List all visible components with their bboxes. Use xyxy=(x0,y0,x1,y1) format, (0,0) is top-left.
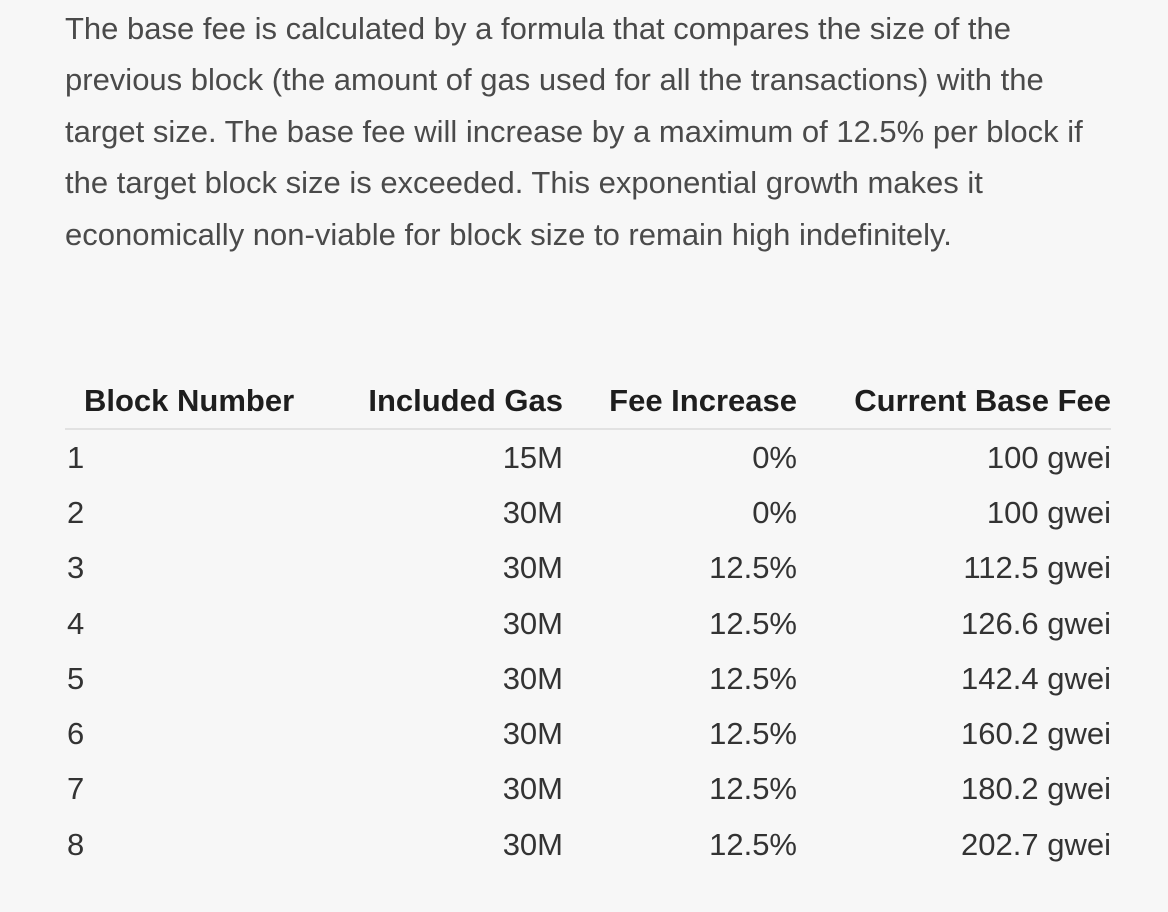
cell-current-base-fee: 202.7 gwei xyxy=(961,826,1111,862)
table-row: 2 30M 0% 100 gwei xyxy=(65,485,1111,540)
cell-current-base-fee: 142.4 gwei xyxy=(961,660,1111,696)
cell-fee-increase: 12.5% xyxy=(709,716,797,752)
header-current-base-fee: Current Base Fee xyxy=(797,374,1111,430)
cell-included-gas: 30M xyxy=(502,660,563,696)
cell-fee-increase: 0% xyxy=(752,439,797,475)
cell-included-gas: 30M xyxy=(502,716,563,752)
cell-included-gas: 15M xyxy=(502,439,563,475)
cell-block-number: 5 xyxy=(67,660,85,696)
table-row: 4 30M 12.5% 126.6 gwei xyxy=(65,596,1111,651)
header-fee-increase: Fee Increase xyxy=(563,374,797,430)
cell-fee-increase: 12.5% xyxy=(709,605,797,641)
cell-block-number: 7 xyxy=(67,771,85,807)
cell-block-number: 6 xyxy=(67,716,85,752)
base-fee-table: Block Number Included Gas Fee Increase C… xyxy=(65,374,1111,872)
cell-fee-increase: 12.5% xyxy=(709,771,797,807)
header-block-number: Block Number xyxy=(65,374,319,430)
cell-current-base-fee: 180.2 gwei xyxy=(961,771,1111,807)
table-row: 6 30M 12.5% 160.2 gwei xyxy=(65,706,1111,761)
cell-current-base-fee: 112.5 gwei xyxy=(963,550,1111,586)
cell-fee-increase: 12.5% xyxy=(709,826,797,862)
table-row: 7 30M 12.5% 180.2 gwei xyxy=(65,762,1111,817)
base-fee-paragraph: The base fee is calculated by a formula … xyxy=(65,11,1083,252)
cell-block-number: 4 xyxy=(67,605,85,641)
cell-block-number: 2 xyxy=(67,494,85,530)
cell-included-gas: 30M xyxy=(502,826,563,862)
cell-included-gas: 30M xyxy=(502,494,563,530)
cell-fee-increase: 12.5% xyxy=(709,660,797,696)
header-included-gas: Included Gas xyxy=(319,374,563,430)
table-header-row: Block Number Included Gas Fee Increase C… xyxy=(65,374,1111,430)
cell-current-base-fee: 100 gwei xyxy=(986,494,1111,530)
cell-fee-increase: 0% xyxy=(752,494,797,530)
table-row: 3 30M 12.5% 112.5 gwei xyxy=(65,541,1111,596)
cell-fee-increase: 12.5% xyxy=(709,550,797,586)
cell-included-gas: 30M xyxy=(502,550,563,586)
table-row: 5 30M 12.5% 142.4 gwei xyxy=(65,651,1111,706)
cell-block-number: 3 xyxy=(67,550,85,586)
cell-block-number: 1 xyxy=(67,439,85,475)
cell-block-number: 8 xyxy=(67,826,85,862)
cell-current-base-fee: 160.2 gwei xyxy=(961,716,1111,752)
cell-current-base-fee: 100 gwei xyxy=(986,439,1111,475)
cell-current-base-fee: 126.6 gwei xyxy=(961,605,1111,641)
table-row: 1 15M 0% 100 gwei xyxy=(65,429,1111,485)
cell-included-gas: 30M xyxy=(502,605,563,641)
cell-included-gas: 30M xyxy=(502,771,563,807)
table-row: 8 30M 12.5% 202.7 gwei xyxy=(65,817,1111,872)
